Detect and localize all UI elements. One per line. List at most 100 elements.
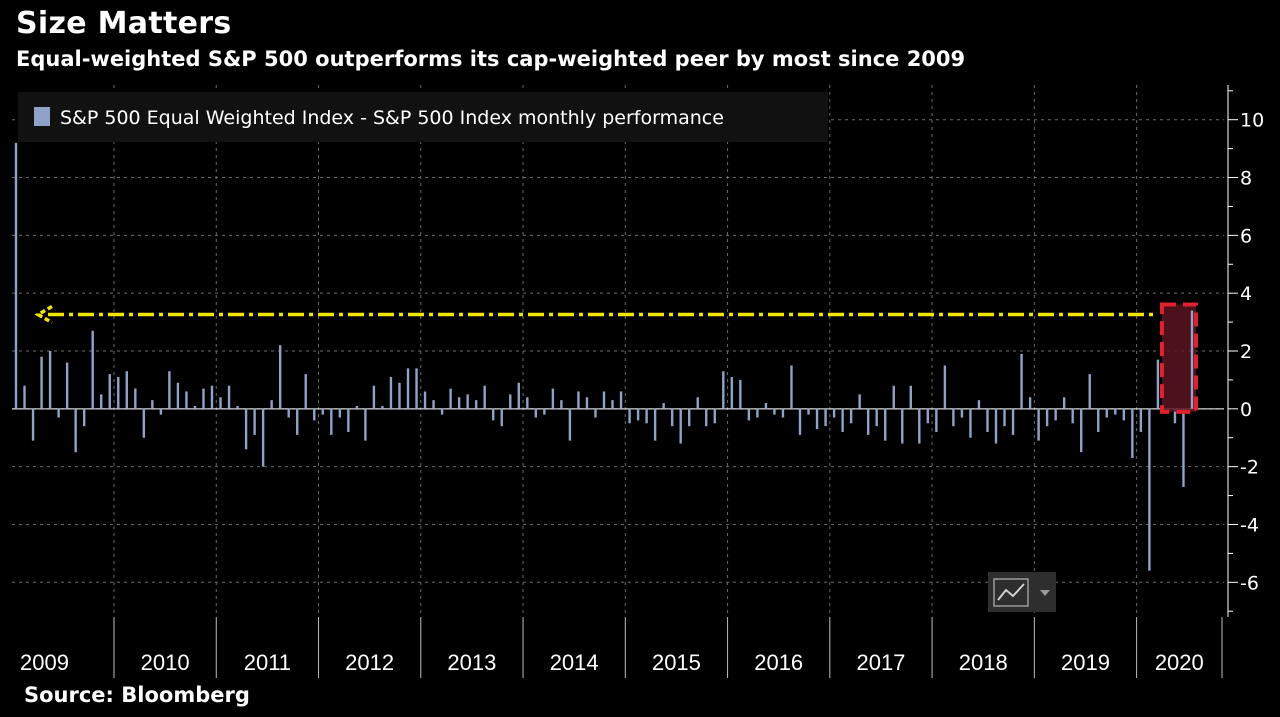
bar [1114,408,1117,415]
bar [74,408,77,453]
bar [236,405,239,409]
bar [636,408,640,421]
bar [1071,408,1074,424]
bar [534,408,538,418]
bar-highlighted [1190,310,1194,409]
bar [960,408,964,418]
y-tick-label: 8 [1240,168,1252,190]
legend-entry: S&P 500 Equal Weighted Index - S&P 500 I… [60,107,724,129]
x-tick-label: 2012 [345,650,394,675]
bar [568,408,572,441]
bar [219,397,222,409]
x-tick-label: 2011 [244,650,291,675]
bar [151,400,154,409]
bar [713,408,716,424]
bar [1105,408,1108,418]
bar [48,351,52,409]
bar [227,385,231,409]
bar [304,374,307,409]
bar [40,356,43,409]
bar [594,408,597,418]
bar [662,403,665,409]
y-tick-label: -6 [1240,572,1259,594]
bar [1173,408,1177,424]
bar [31,408,35,441]
bar [679,408,682,444]
bar [824,408,827,427]
bar [952,408,955,427]
bar [23,385,26,409]
bars [14,142,1194,571]
bar [526,397,529,409]
bar [210,385,214,409]
bar [1062,397,1066,409]
triangle-down-icon[interactable] [1040,590,1050,596]
bar [125,371,128,409]
bar [398,382,401,409]
x-tick-label: 2015 [652,650,701,675]
x-tick-label: 2010 [141,650,190,675]
bar [977,400,981,409]
y-tick-label: 4 [1240,283,1252,305]
bar [313,408,316,421]
bar [849,408,853,424]
x-tick-label: 2013 [447,650,496,675]
bar [841,408,844,432]
bar [457,397,461,409]
bar [202,388,205,409]
bar [1182,408,1185,487]
bar [688,408,691,427]
year-separators [113,617,1223,678]
bar [790,365,793,409]
chart-type-toggle[interactable] [988,572,1056,612]
bar [773,408,776,415]
bar [57,408,60,418]
bar [355,405,359,409]
highlight-box [1160,302,1198,414]
bar [969,408,972,438]
legend: S&P 500 Equal Weighted Index - S&P 500 I… [18,92,828,142]
line-chart-icon[interactable] [993,578,1029,607]
bar [1003,408,1006,427]
bar [142,408,146,438]
bar [943,365,947,409]
bar [1097,408,1100,432]
bar [611,400,614,409]
bar [858,394,861,409]
bar [1045,408,1049,427]
bar [892,385,895,409]
bar [474,400,478,409]
bar [807,408,810,415]
x-tick-label: 2018 [959,650,1008,675]
line-chart-icon-glyph [997,583,1025,601]
x-axis: 2009 2010 2011 2012 2013 2014 2015 2016 2017 2018… [20,650,1204,675]
bar [193,405,197,409]
bar [781,408,785,418]
bar [100,394,103,409]
bar [159,408,163,415]
bar [909,385,912,409]
bar [381,405,384,409]
y-tick-label: -4 [1240,514,1259,536]
bar [543,408,546,415]
bar [986,408,989,432]
bar [628,408,631,424]
bar [440,408,444,415]
bar [935,408,938,432]
bar [798,408,802,435]
bar [585,397,589,409]
chart-title: Size Matters [16,6,232,41]
bar [338,408,342,418]
x-tick-label: 2020 [1155,650,1204,675]
x-tick-label: 2014 [550,650,599,675]
bar [483,385,486,409]
bar [330,408,333,435]
bar [866,408,870,435]
bar [278,345,282,409]
bar [832,408,836,418]
y-tick-label: 10 [1240,110,1264,132]
bar [65,362,69,409]
x-tick-label: 2009 [20,650,69,675]
bar [406,368,410,409]
